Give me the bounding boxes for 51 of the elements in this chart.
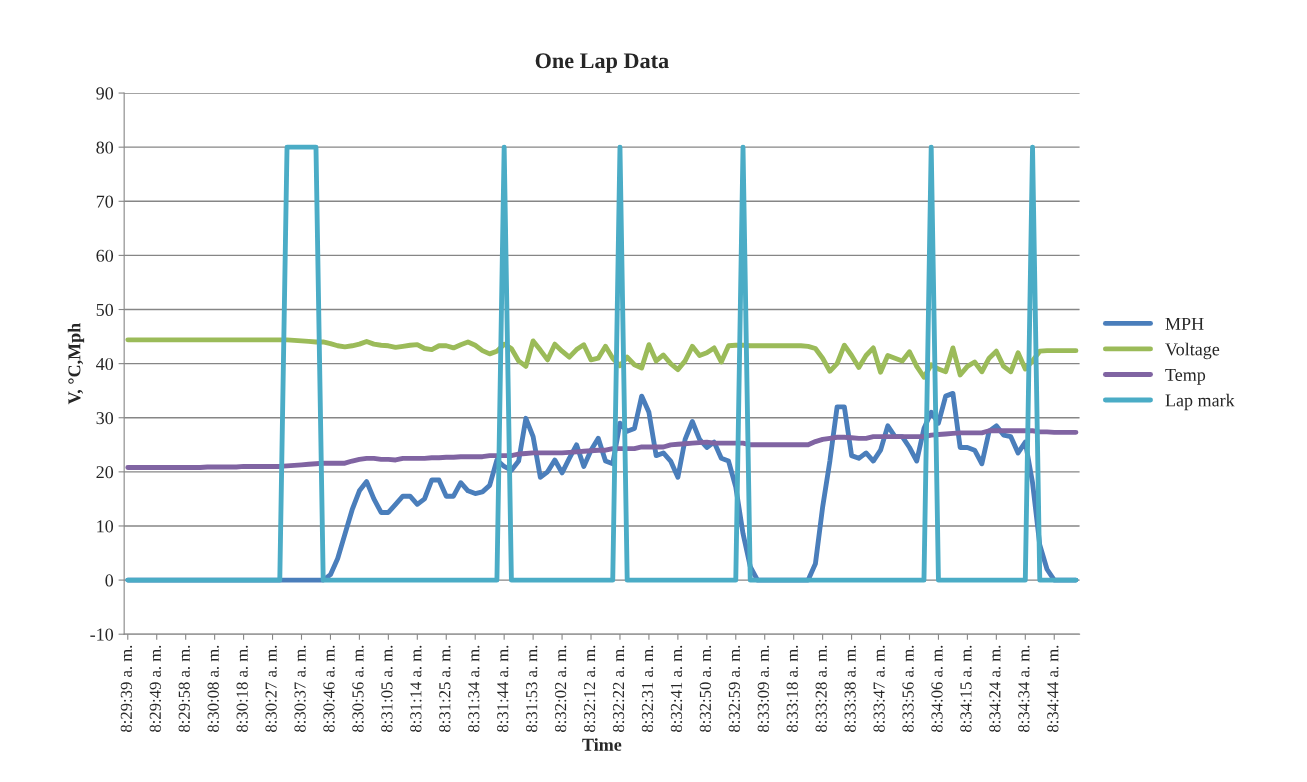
- y-tick-label: 40: [96, 357, 114, 371]
- x-tick-label: 8:31:44 a. m.: [497, 645, 509, 732]
- x-tick-label: 8:31:25 a. m.: [439, 645, 451, 732]
- x-tick-label: 8:30:18 a. m.: [236, 645, 248, 732]
- x-tick-label: 8:30:08 a. m.: [207, 645, 219, 732]
- legend-label: Temp: [1165, 368, 1206, 385]
- x-tick-label: 8:33:47 a. m.: [873, 645, 885, 732]
- y-tick-label: 60: [96, 249, 114, 262]
- x-tick-label: 8:32:41 a. m.: [670, 645, 683, 732]
- y-tick-label: 20: [96, 466, 114, 479]
- x-tick-label: 8:30:56 a. m.: [352, 645, 364, 732]
- x-tick-label: 8:31:05 a. m.: [381, 645, 393, 732]
- x-tick-label: 8:30:27 a. m.: [265, 645, 277, 732]
- x-tick-label: 8:30:46 a. m.: [323, 645, 335, 732]
- legend-label: MPH: [1165, 317, 1204, 330]
- x-tick-label: 8:34:06 a. m.: [931, 645, 943, 732]
- x-tick-label: 8:33:18 a. m.: [786, 645, 798, 732]
- x-axis-title: Time: [582, 738, 622, 751]
- x-tick-label: 8:29:49 a. m.: [149, 645, 161, 732]
- y-tick-label: -10: [90, 628, 114, 641]
- x-tick-label: 8:29:58 a. m.: [178, 645, 190, 732]
- x-tick-label: 8:31:14 a. m.: [410, 645, 422, 732]
- y-tick-label: 70: [96, 195, 114, 208]
- y-tick-label: 0: [105, 574, 114, 587]
- chart-title: One Lap Data: [535, 53, 669, 73]
- x-tick-label: 8:34:44 a. m.: [1047, 645, 1059, 732]
- x-tick-label: 8:31:34 a. m.: [468, 645, 480, 732]
- y-tick-label: 30: [96, 412, 114, 425]
- y-tick-label: 10: [97, 520, 114, 533]
- x-tick-label: 8:33:28 a. m.: [815, 645, 827, 732]
- x-tick-label: 8:32:50 a. m.: [699, 645, 712, 732]
- legend-label: Lap mark: [1165, 393, 1235, 411]
- x-tick-label: 8:33:56 a. m.: [902, 645, 914, 732]
- x-tick-label: 8:30:37 a. m.: [294, 645, 306, 732]
- y-axis-title: V, °C,Mph: [67, 323, 85, 405]
- legend-label: Voltage: [1165, 342, 1220, 360]
- x-tick-label: 8:29:39 a. m.: [120, 645, 133, 732]
- x-tick-label: 8:34:34 a. m.: [1018, 645, 1030, 732]
- y-tick-label: 50: [96, 303, 114, 316]
- x-tick-label: 8:32:12 a. m.: [583, 645, 596, 732]
- x-tick-label: 8:34:15 a. m.: [960, 645, 972, 732]
- x-tick-label: 8:33:09 a. m.: [757, 645, 769, 732]
- y-tick-label: 80: [96, 141, 114, 154]
- x-tick-label: 8:32:02 a. m.: [554, 645, 567, 732]
- x-tick-label: 8:32:31 a. m.: [641, 645, 654, 732]
- x-tick-label: 8:32:59 a. m.: [728, 645, 741, 732]
- x-tick-label: 8:34:24 a. m.: [989, 645, 1001, 732]
- x-tick-label: 8:31:53 a. m.: [526, 645, 538, 732]
- x-tick-label: 8:32:22 a. m.: [612, 645, 625, 732]
- x-tick-label: 8:33:38 a. m.: [844, 645, 856, 732]
- y-tick-label: 90: [96, 87, 114, 100]
